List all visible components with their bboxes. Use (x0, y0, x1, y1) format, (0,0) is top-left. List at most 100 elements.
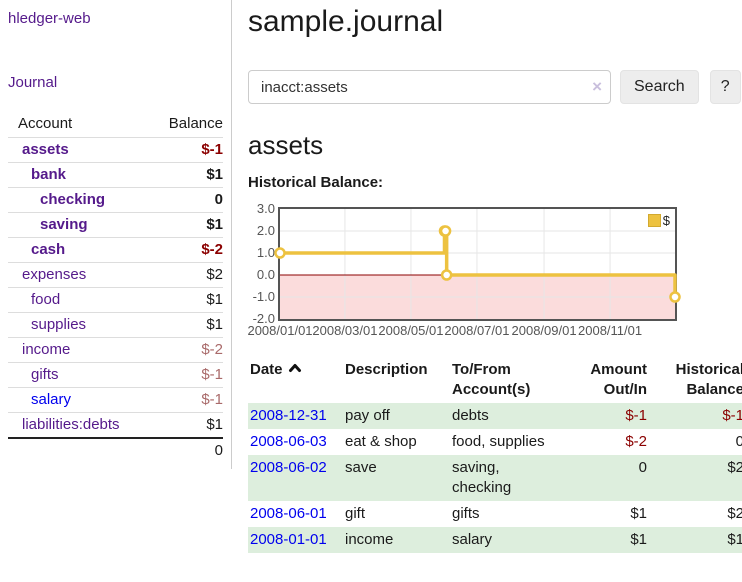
sidebar-account-liabilities-debts[interactable]: liabilities:debts (22, 416, 120, 433)
account-balance: $-2 (152, 237, 223, 263)
y-axis-tick-label: 2.0 (256, 223, 275, 238)
transaction-accounts: debts (452, 407, 489, 424)
account-row: gifts $-1 (8, 362, 223, 388)
historical-balance-chart: 3.0 2.0 1.0 0.0 -1.0 -2.0 $ 2008/01/01 2008/03… (247, 199, 742, 341)
legend-swatch-icon (647, 214, 661, 227)
transaction-row: 2008-06-01 gift gifts $1 $2 (248, 501, 742, 527)
transaction-balance: $1 (727, 531, 742, 548)
account-balance: 0 (152, 187, 223, 213)
accounts-body: assets $-1 bank $1 checking 0 saving $1 cash $-2 e… (8, 137, 223, 438)
hledger-web-app: hledger-web Journal Account Balance asse… (0, 0, 742, 553)
x-axis-tick-label: 2008/07/01 (444, 323, 510, 338)
transaction-accounts: salary (452, 531, 493, 548)
account-balance: $2 (152, 262, 223, 288)
account-row: bank $1 (8, 162, 223, 188)
account-row: assets $-1 (8, 137, 223, 163)
account-row: food $1 (8, 287, 223, 313)
transaction-amount: 0 (638, 459, 647, 476)
register-header-balance: Historical Balance (675, 361, 742, 398)
sidebar-item-journal[interactable]: Journal (8, 74, 58, 91)
search-box: × (248, 70, 611, 104)
accounts-total-row: 0 (8, 437, 223, 463)
sidebar-account-assets[interactable]: assets (22, 141, 69, 158)
sidebar-account-salary[interactable]: salary (31, 391, 72, 408)
transaction-balance: $2 (727, 505, 742, 522)
account-row: supplies $1 (8, 312, 223, 338)
clear-search-icon[interactable]: × (592, 77, 602, 96)
account-balance: $1 (152, 412, 223, 438)
transaction-description: pay off (345, 407, 390, 424)
main-content: sample.journal × Search ? assets Histori… (232, 0, 742, 553)
transaction-date-link[interactable]: 2008-06-02 (250, 459, 327, 476)
y-axis-tick-label: -2.0 (252, 311, 275, 326)
sidebar-account-food[interactable]: food (31, 291, 61, 308)
transaction-description: income (345, 531, 394, 548)
account-heading: assets (248, 130, 324, 160)
x-axis-tick-label: 2008/11/01 (578, 323, 643, 338)
y-axis-tick-label: 1.0 (256, 245, 275, 260)
accounts-total-spacer (8, 437, 153, 463)
transaction-accounts: food, supplies (452, 433, 545, 450)
sidebar-account-expenses[interactable]: expenses (22, 266, 87, 283)
y-axis-tick-label: 0.0 (256, 267, 275, 282)
account-balance: $1 (152, 162, 223, 188)
accounts-header-balance: Balance (168, 115, 223, 132)
accounts-header-account: Account (18, 115, 73, 132)
search-row: × Search ? (248, 70, 742, 104)
account-row: salary $-1 (8, 387, 223, 413)
transaction-date-link[interactable]: 2008-06-01 (250, 505, 327, 522)
register-header-date[interactable]: Date (248, 357, 345, 403)
x-axis-tick-label: 2008/01/01 (247, 323, 313, 338)
x-axis-tick-label: 2008/05/01 (378, 323, 444, 338)
transaction-row: 2008-12-31 pay off debts $-1 $-1 (248, 403, 742, 429)
transaction-accounts: saving, checking (452, 459, 512, 496)
account-row: saving $1 (8, 212, 223, 238)
transaction-date-link[interactable]: 2008-12-31 (250, 407, 327, 424)
help-button[interactable]: ? (709, 70, 741, 104)
transaction-row: 2008-06-02 save saving, checking 0 $2 (248, 455, 742, 501)
sidebar: hledger-web Journal Account Balance asse… (0, 0, 232, 469)
account-row: income $-2 (8, 337, 223, 363)
register-header-date-label: Date (250, 361, 283, 378)
transaction-amount: $-2 (625, 433, 647, 450)
transaction-balance: 0 (735, 433, 742, 450)
brand-link[interactable]: hledger-web (8, 10, 91, 27)
search-input[interactable] (248, 70, 611, 104)
sidebar-account-cash[interactable]: cash (31, 241, 66, 258)
sidebar-account-supplies[interactable]: supplies (31, 316, 87, 333)
transaction-date-link[interactable]: 2008-06-03 (250, 433, 327, 450)
account-balance: $1 (152, 312, 223, 338)
sidebar-account-saving[interactable]: saving (40, 216, 88, 233)
register-header-description: Description (345, 361, 428, 378)
register-header-row: Date Description To/From Account(s) Amou… (248, 357, 742, 403)
accounts-header-row: Account Balance (8, 111, 223, 138)
sidebar-account-gifts[interactable]: gifts (31, 366, 59, 383)
account-balance: $-1 (152, 137, 223, 163)
chart-canvas (274, 209, 681, 319)
transaction-date-link[interactable]: 2008-01-01 (250, 531, 327, 548)
account-balance: $-1 (152, 387, 223, 413)
account-balance: $1 (152, 287, 223, 313)
account-balance: $-2 (152, 337, 223, 363)
sort-ascending-icon (288, 364, 301, 372)
chart-legend: $ (645, 212, 672, 229)
y-axis-tick-label: -1.0 (252, 289, 275, 304)
account-row: checking 0 (8, 187, 223, 213)
sidebar-account-income[interactable]: income (22, 341, 71, 358)
transaction-balance: $-1 (722, 407, 742, 424)
register-header-accounts: To/From Account(s) (452, 361, 531, 398)
x-axis-tick-label: 2008/09/01 (511, 323, 577, 338)
transaction-description: save (345, 459, 377, 476)
accounts-total-value: 0 (152, 437, 223, 463)
sidebar-account-bank[interactable]: bank (31, 166, 67, 183)
transaction-description: gift (345, 505, 366, 522)
account-row: liabilities:debts $1 (8, 412, 223, 438)
transaction-amount: $-1 (625, 407, 647, 424)
x-axis-tick-label: 2008/03/01 (312, 323, 378, 338)
y-axis-tick-label: 3.0 (256, 201, 275, 216)
chart-plot-area: $ (274, 207, 681, 321)
search-button[interactable]: Search (620, 70, 699, 104)
transaction-amount: $1 (630, 531, 647, 548)
sidebar-account-checking[interactable]: checking (40, 191, 106, 208)
account-row: cash $-2 (8, 237, 223, 263)
